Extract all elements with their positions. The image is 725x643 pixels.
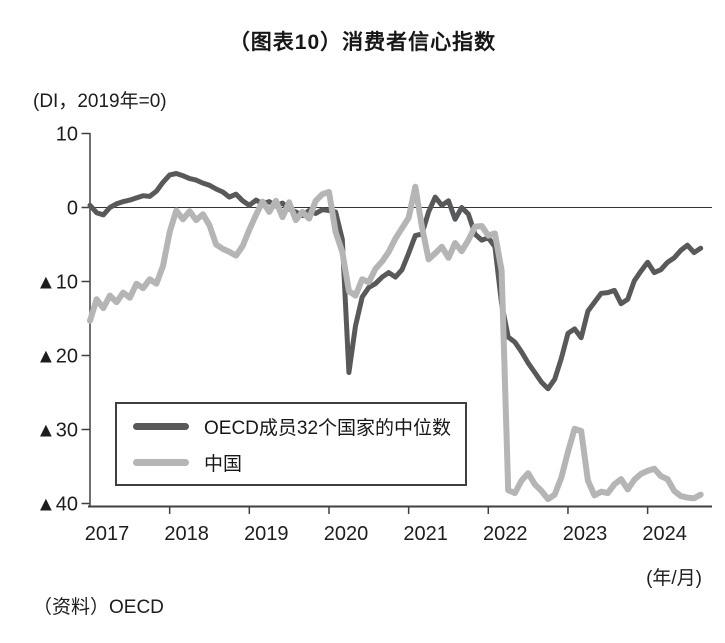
x-tick-label: 2017 bbox=[85, 523, 130, 545]
page-title: （图表10）消费者信心指数 bbox=[228, 31, 497, 54]
y-tick-label: ▲40 bbox=[36, 494, 78, 516]
x-tick-label: 2018 bbox=[164, 523, 209, 545]
oecd-line-swatch bbox=[133, 422, 189, 430]
y-tick-label: ▲30 bbox=[36, 420, 78, 442]
legend-label-china: 中国 bbox=[204, 453, 243, 475]
x-tick-label: 2023 bbox=[563, 523, 608, 545]
legend-item-china: 中国 bbox=[133, 449, 465, 476]
legend-item-oecd: OECD成员32个国家的中位数 bbox=[133, 413, 465, 440]
source-note: （资料）OECD bbox=[33, 597, 164, 618]
x-tick-label: 2019 bbox=[244, 523, 289, 545]
x-axis-unit-label: (年/月) bbox=[646, 568, 702, 589]
y-tick-label: ▲10 bbox=[36, 272, 78, 294]
china-line-swatch bbox=[133, 458, 189, 466]
y-axis-unit-label: (DI，2019年=0) bbox=[33, 91, 167, 112]
x-tick-label: 2021 bbox=[403, 523, 448, 545]
y-tick-label: 0 bbox=[67, 198, 78, 220]
x-tick-label: 2022 bbox=[483, 523, 528, 545]
x-tick-label: 2024 bbox=[642, 523, 687, 545]
y-tick-label: ▲20 bbox=[36, 346, 78, 368]
legend-label-oecd: OECD成员32个国家的中位数 bbox=[204, 417, 452, 439]
x-tick-label: 2020 bbox=[324, 523, 369, 545]
series-line-oecd bbox=[87, 171, 704, 392]
y-tick-label: 10 bbox=[56, 124, 78, 146]
series-line-china bbox=[87, 183, 704, 503]
legend-box: OECD成员32个国家的中位数 中国 bbox=[115, 402, 467, 486]
